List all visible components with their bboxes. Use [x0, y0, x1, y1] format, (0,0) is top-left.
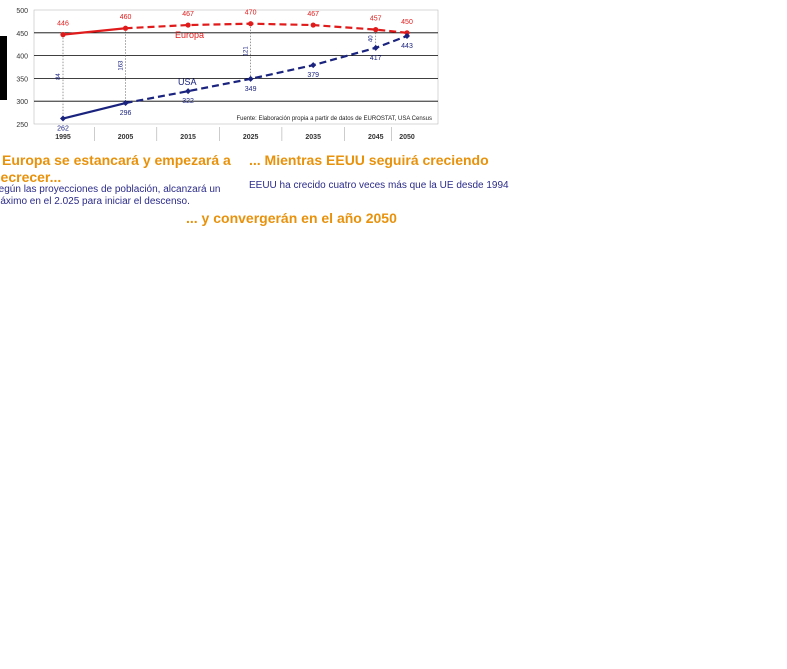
convergence-headline: ... y convergerán en el año 2050: [186, 210, 397, 226]
series-name-usa: USA: [178, 77, 197, 87]
difference-label-2005: 163: [119, 60, 125, 71]
vertical-guides: [62, 23, 377, 119]
y-tick-label: 250: [16, 122, 28, 129]
value-label-usa-2025: 349: [245, 86, 257, 93]
point-usa-2035: [310, 62, 317, 69]
europe-headline-line2: decrecer...: [0, 169, 62, 185]
value-label-europa-2045: 457: [370, 16, 382, 23]
series-line-solid-usa: [62, 101, 126, 120]
point-europa-2035: [310, 22, 316, 28]
x-tick-label: 2045: [368, 134, 384, 141]
x-axis-ticks: 1995 2005 2015 2025 2035 2045 2050: [55, 127, 415, 141]
series-name-europa: Europa: [175, 30, 204, 40]
y-tick-label: 450: [16, 31, 28, 38]
x-tick-label: 2015: [180, 134, 196, 141]
point-usa-2050: [404, 32, 410, 39]
difference-labels: 84 163 121 40: [56, 35, 375, 80]
y-tick-label: 350: [16, 76, 28, 83]
difference-label-2045: 40: [369, 35, 375, 42]
point-europa-2050: [404, 30, 410, 36]
value-label-europa-1995: 446: [57, 21, 69, 28]
series-europa: 446 460 467 470 467 457 450: [57, 10, 413, 38]
point-europa-2015: [185, 22, 191, 28]
point-usa-2015: [185, 88, 192, 95]
point-usa-2005: [122, 100, 129, 107]
value-label-europa-2050: 450: [401, 19, 413, 26]
y-tick-label: 400: [16, 54, 28, 61]
value-label-europa-2025: 470: [245, 10, 257, 17]
usa-headline: ... Mientras EEUU seguirá creciendo: [249, 152, 489, 168]
y-tick-label: 500: [16, 8, 28, 15]
europe-subtext-line2: máximo en el 2.025 para iniciar el desce…: [0, 196, 190, 207]
europe-subtext-line1: Según las proyecciones de población, alc…: [0, 184, 221, 195]
value-label-usa-2050: 443: [401, 43, 413, 50]
series-line-projection-usa: [125, 34, 408, 105]
point-europa-2025: [248, 21, 254, 27]
usa-subtext: EEUU ha crecido cuatro veces más que la …: [249, 180, 509, 191]
value-label-europa-2005: 460: [120, 14, 132, 21]
x-tick-label: 2005: [118, 134, 134, 141]
x-tick-label: 2025: [243, 134, 259, 141]
difference-label-1995: 84: [56, 73, 62, 80]
value-label-europa-2015: 467: [182, 11, 194, 18]
difference-label-2025: 121: [244, 46, 250, 57]
series-usa: 262 296 322 349 379 417 443: [57, 32, 413, 133]
value-label-usa-1995: 262: [57, 126, 69, 133]
plot-background: [33, 9, 439, 125]
source-note: Fuente: Elaboración propia a partir de d…: [236, 116, 432, 122]
point-usa-2025: [247, 75, 254, 82]
series-line-solid-europa: [62, 27, 126, 36]
gridlines: [34, 32, 438, 102]
point-usa-1995: [60, 115, 66, 122]
point-usa-2045: [372, 44, 379, 51]
value-label-usa-2045: 417: [370, 55, 382, 62]
value-label-usa-2005: 296: [120, 110, 132, 117]
x-tick-label: 2035: [305, 134, 321, 141]
x-tick-label: 2050: [399, 134, 415, 141]
x-tick-label: 1995: [55, 134, 71, 141]
series-line-projection-europa: [125, 22, 408, 34]
europe-headline-line1: Europa se estancará y empezará a: [2, 152, 231, 168]
value-label-usa-2035: 379: [307, 72, 319, 79]
y-tick-label: 300: [16, 99, 28, 106]
value-label-europa-2035: 467: [307, 11, 319, 18]
y-axis-ticks: 250 300 350 400 450 500: [16, 8, 28, 129]
decorative-black-bar: [0, 36, 7, 100]
point-europa-2045: [373, 27, 379, 33]
point-europa-1995: [60, 32, 66, 38]
value-label-usa-2015: 322: [182, 98, 194, 105]
point-europa-2005: [122, 25, 129, 31]
